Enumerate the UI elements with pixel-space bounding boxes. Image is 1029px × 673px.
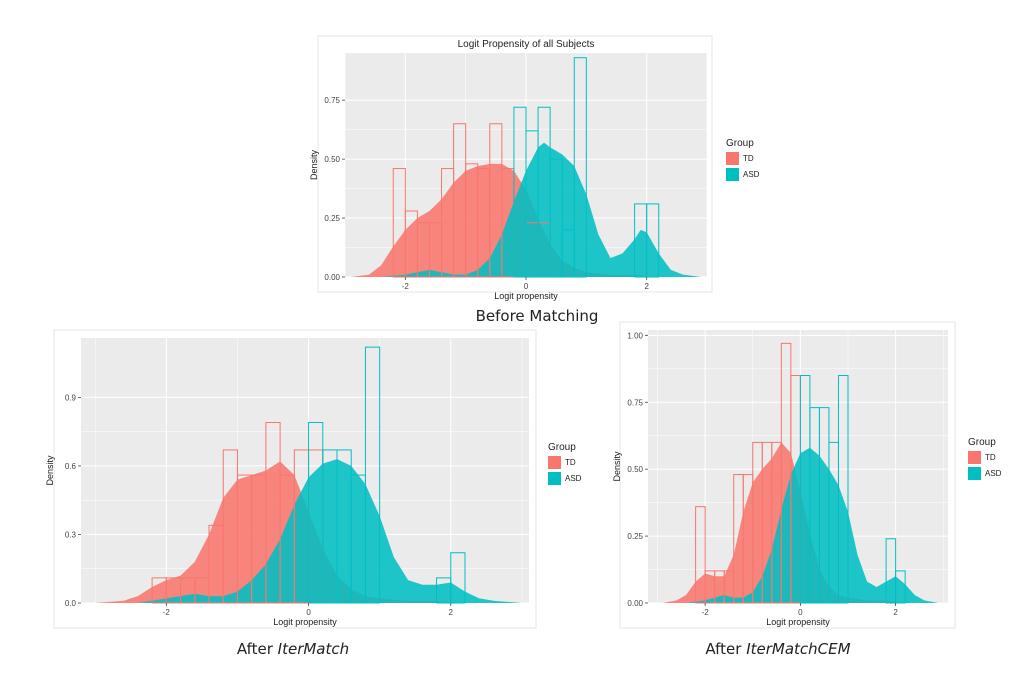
- chart-after-itermatchcem: 0.00 0.25 0.50 0.75 1.00 -2 0 2 Logit propensity…: [612, 321, 1002, 629]
- x-tick-label: -2: [402, 282, 410, 291]
- chart-after-itermatch: 0.0 0.3 0.6 0.9 -2 0 2 Logit propensity Density G…: [45, 329, 582, 629]
- y-tick-label: 1.00: [627, 331, 643, 340]
- histogram-bar: [450, 552, 466, 604]
- x-tick-label: -2: [163, 608, 171, 617]
- legend: Group TD ASD: [548, 442, 582, 485]
- x-axis-title: Logit propensity: [766, 617, 830, 627]
- x-axis-title: Logit propensity: [494, 291, 558, 301]
- legend-title: Group: [968, 437, 996, 448]
- caption-prefix: After: [237, 640, 278, 658]
- legend-key-td: [968, 451, 981, 464]
- y-tick-label: 0.9: [65, 393, 77, 402]
- caption-after-itermatchcem: After IterMatchCEM: [705, 640, 850, 658]
- histogram-bar: [695, 506, 706, 604]
- y-tick-label: 0.25: [324, 214, 340, 223]
- legend: Group TD ASD: [968, 437, 1002, 480]
- histogram-bar: [646, 203, 660, 278]
- x-axis-title: Logit propensity: [273, 617, 337, 627]
- x-tick-label: 0: [306, 608, 311, 617]
- y-tick-label: 0.00: [627, 599, 643, 608]
- y-axis-title: Density: [45, 455, 55, 486]
- x-tick-label: 0: [524, 282, 529, 291]
- legend-label-asd: ASD: [565, 474, 582, 483]
- legend-key-td: [548, 456, 561, 469]
- y-tick-label: 0.00: [324, 273, 340, 282]
- y-tick-label: 0.0: [65, 599, 77, 608]
- histogram-bar: [837, 375, 849, 604]
- histogram-td: [392, 123, 551, 278]
- chart-title: Logit Propensity of all Subjects: [458, 39, 595, 50]
- legend-title: Group: [548, 442, 576, 453]
- caption-prefix: After: [705, 640, 746, 658]
- x-tick-label: 2: [644, 282, 649, 291]
- y-tick-label: 0.6: [65, 462, 77, 471]
- y-tick-label: 0.25: [627, 532, 643, 541]
- histogram-asd: [799, 375, 906, 604]
- histogram-asd: [308, 346, 466, 604]
- x-tick-label: 0: [798, 608, 803, 617]
- x-tick-label: -2: [702, 608, 710, 617]
- histogram-bar: [573, 57, 587, 278]
- histogram-bar: [549, 158, 563, 278]
- legend-label-asd: ASD: [985, 469, 1002, 478]
- legend-label-td: TD: [985, 453, 996, 462]
- y-tick-label: 0.75: [627, 398, 643, 407]
- y-tick-label: 0.75: [324, 96, 340, 105]
- legend-label-asd: ASD: [743, 170, 760, 179]
- legend-key-asd: [548, 472, 561, 485]
- caption-method: IterMatch: [278, 640, 349, 658]
- y-tick-label: 0.50: [324, 155, 340, 164]
- x-tick-label: 2: [449, 608, 454, 617]
- caption-after-itermatch: After IterMatch: [237, 640, 349, 658]
- caption-before-matching: Before Matching: [476, 307, 599, 325]
- histogram-bar: [364, 346, 381, 604]
- y-axis-title: Density: [612, 451, 622, 482]
- legend-key-asd: [968, 467, 981, 480]
- legend-label-td: TD: [565, 458, 576, 467]
- histogram-asd: [513, 57, 660, 278]
- y-tick-label: 0.50: [627, 465, 643, 474]
- y-tick-label: 0.3: [65, 530, 77, 539]
- y-axis-title: Density: [309, 149, 319, 180]
- legend-key-asd: [726, 168, 739, 181]
- histogram-bar: [895, 570, 906, 604]
- chart-before-matching: 0.00 0.25 0.50 0.75 -2 0 2 Logit propensity Dens…: [309, 35, 760, 301]
- legend-label-td: TD: [743, 154, 754, 163]
- x-tick-label: 2: [893, 608, 898, 617]
- legend-key-td: [726, 152, 739, 165]
- caption-method: IterMatchCEM: [746, 640, 850, 658]
- legend: Group TD ASD: [726, 138, 760, 181]
- legend-title: Group: [726, 138, 754, 149]
